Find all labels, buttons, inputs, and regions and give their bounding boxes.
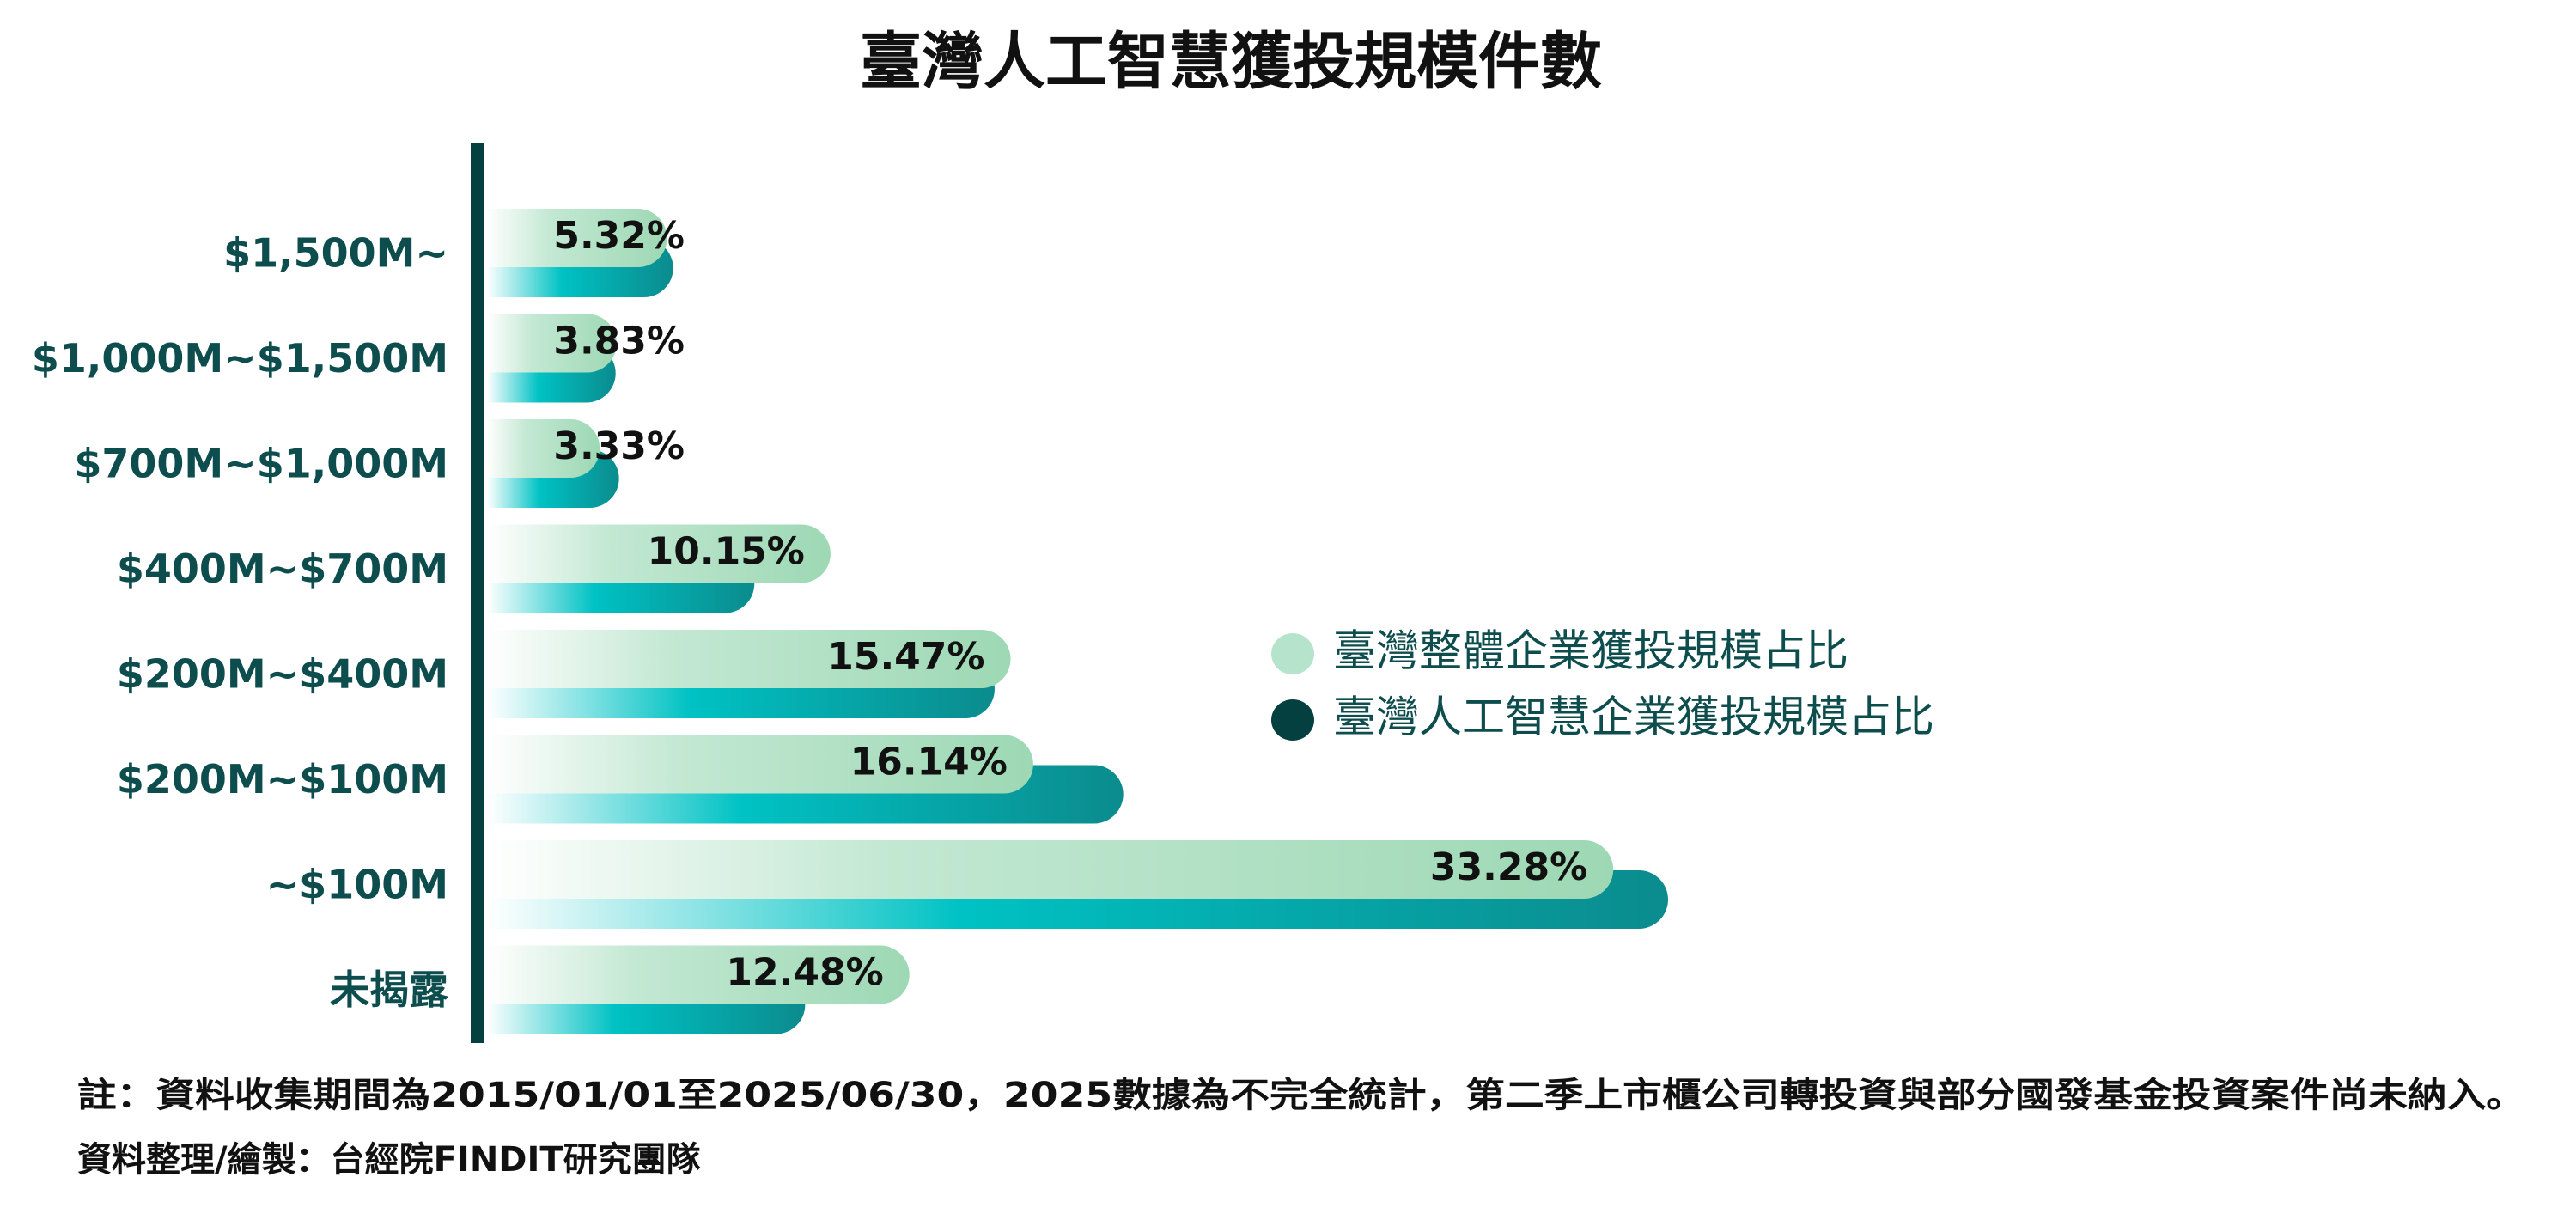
bar	[487, 419, 600, 478]
y-tick-label: $1,500M~	[223, 230, 448, 277]
value-label: 5.32%	[553, 214, 685, 258]
legend-swatch	[1271, 699, 1314, 741]
note: 資料整理/繪製：台經院FINDIT研究團隊	[77, 1140, 701, 1180]
y-tick-label: $200M~$100M	[117, 756, 448, 802]
y-tick-label: $200M~$400M	[117, 651, 448, 698]
legend-label: 臺灣人工智慧企業獲投規模占比	[1333, 692, 1934, 742]
bar	[487, 630, 1011, 688]
value-label: 10.15%	[648, 530, 805, 574]
value-label: 33.28%	[1430, 845, 1587, 889]
y-tick-label: ~$100M	[266, 862, 448, 908]
legend-label: 臺灣整體企業獲投規模占比	[1333, 626, 1848, 676]
bar	[487, 314, 617, 373]
bar	[487, 209, 667, 267]
chart-title: 臺灣人工智慧獲投規模件數	[860, 26, 1602, 98]
y-tick-label: 未揭露	[330, 967, 449, 1013]
axis-line	[471, 143, 484, 1043]
bar	[487, 524, 831, 583]
y-tick-label: $400M~$700M	[117, 546, 448, 592]
value-label: 3.33%	[553, 424, 685, 468]
value-label: 12.48%	[726, 951, 883, 995]
value-label: 15.47%	[827, 635, 984, 679]
y-tick-label: $1,000M~$1,500M	[32, 335, 448, 381]
bar	[487, 945, 910, 1004]
legend-swatch	[1271, 633, 1314, 674]
note: 註：資料收集期間為2015/01/01至2025/06/30，2025數據為不完…	[77, 1076, 2525, 1115]
bar	[487, 840, 1614, 899]
y-tick-label: $700M~$1,000M	[74, 441, 448, 487]
value-label: 16.14%	[850, 741, 1008, 784]
bar	[487, 735, 1033, 794]
value-label: 3.83%	[553, 320, 685, 363]
